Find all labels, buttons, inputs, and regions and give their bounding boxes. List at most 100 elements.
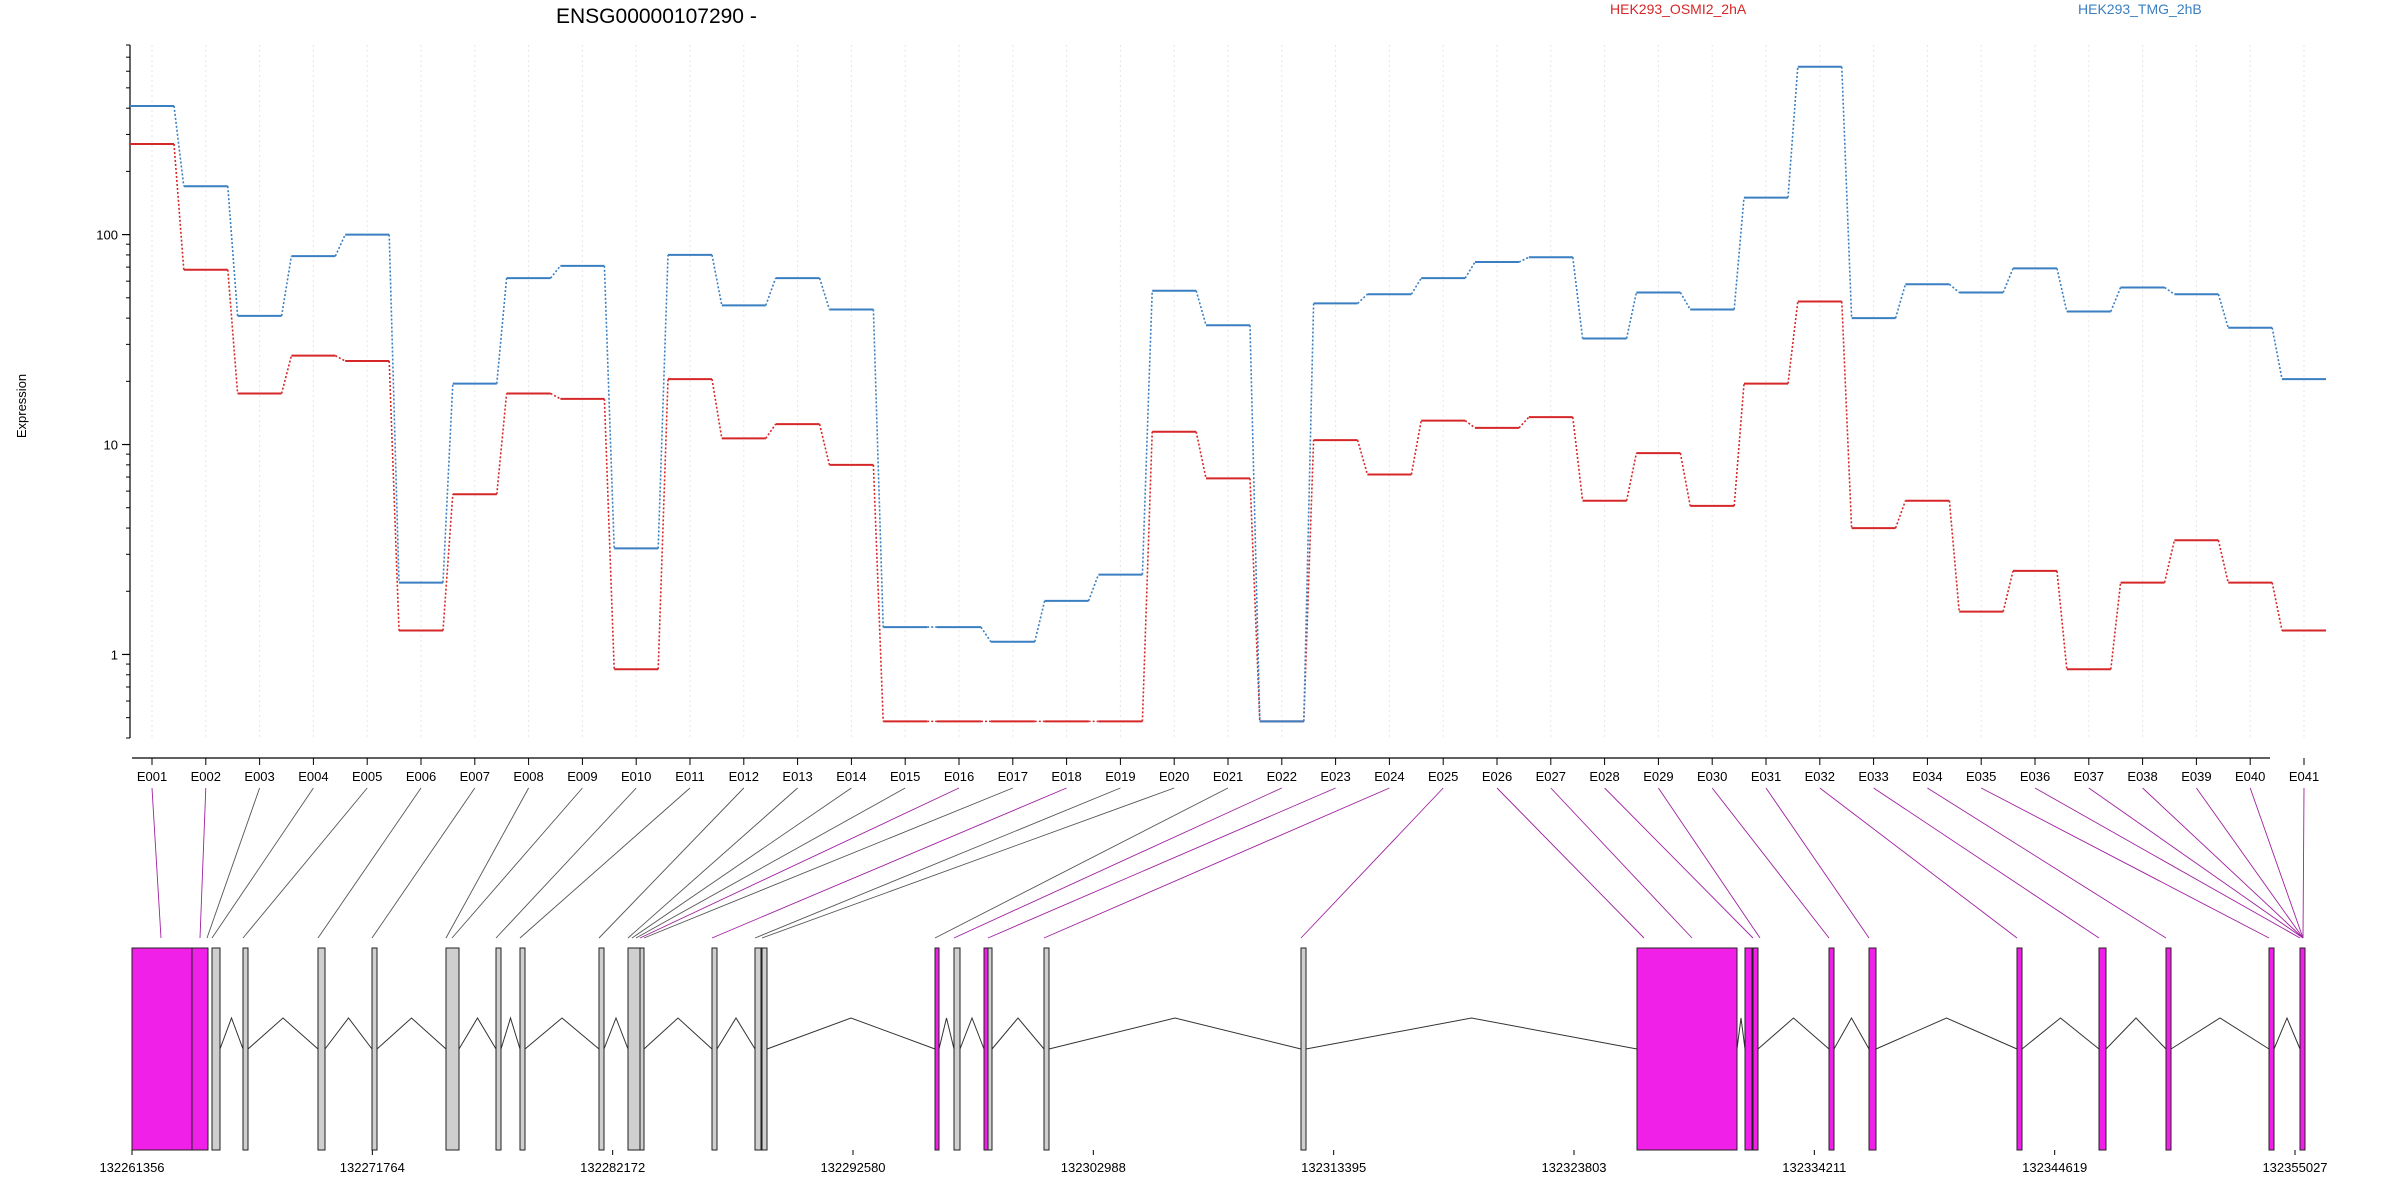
exon-link-E037 [2088,787,2304,939]
x-tick-label: E027 [1536,769,1566,784]
series-connector [1410,420,1422,475]
x-tick-label: E003 [244,769,274,784]
exon-block [191,947,209,1151]
exon-block [445,947,460,1151]
series-connector [1948,283,1960,294]
x-tick-label: E038 [2127,769,2157,784]
series-connector [980,626,992,643]
x-tick-label: E034 [1912,769,1942,784]
x-tick-label: E036 [2020,769,2050,784]
x-tick-label: E041 [2289,769,2319,784]
exon-block [987,947,993,1151]
x-tick-label: E032 [1805,769,1835,784]
exon-block [639,947,645,1151]
intron-line [1736,1017,1746,1050]
series-connector [1625,452,1638,501]
intron-line [2273,1016,2301,1050]
series-connector [1195,431,1207,479]
exon-block [711,947,718,1151]
x-tick-label: E031 [1751,769,1781,784]
series-connector [818,423,831,466]
exon-block [2165,947,2172,1151]
exon-link-E007 [371,787,476,939]
exon-block [953,947,961,1151]
series-connector [2056,570,2068,670]
exon-link-E034 [1927,787,2167,939]
exon-block [2098,947,2107,1151]
exon-link-E017 [643,787,1013,939]
exon-link-E027 [1550,787,1693,939]
series-connector [1141,431,1153,722]
intron-line [524,1017,600,1050]
series-connector [1841,301,1853,529]
intron-line [219,1016,244,1050]
x-tick-label: E019 [1105,769,1135,784]
series-connector [765,277,777,306]
series-connector [1410,277,1422,295]
x-tick-label: E018 [1051,769,1081,784]
x-tick-label: E028 [1589,769,1619,784]
exon-link-E021 [934,787,1229,939]
exon-block [627,947,641,1151]
exon-block [131,947,193,1151]
genomic-tick-label: 132282172 [580,1160,645,1175]
intron-line [247,1017,319,1050]
series-connector [1518,256,1530,263]
x-tick-label: E007 [460,769,490,784]
exon-block [598,947,605,1151]
x-tick-label: E040 [2235,769,2265,784]
series-connector [765,423,777,439]
series-connector [173,143,185,270]
x-tick-label: E011 [675,769,704,784]
exon-link-E035 [1980,787,2270,939]
series-connector [550,392,561,400]
chart-title: ENSG00000107290 - [556,5,757,28]
series-connector [1733,383,1745,506]
exon-link-E006 [317,787,422,939]
exon-link-E003 [206,787,261,939]
exon-link-E009 [451,787,583,939]
series-lines [130,65,2326,723]
grid [151,45,2305,738]
exon-block [1636,947,1738,1151]
exon-link-E019 [754,787,1121,939]
series-connector [1249,478,1261,722]
y-tick-label: 1 [111,647,118,662]
series-connector [1464,261,1476,279]
intron-line [643,1017,713,1050]
series-connector [1572,417,1584,501]
x-tick-label: E013 [782,769,812,784]
x-tick-label: E004 [298,769,328,784]
genomic-tick-label: 132355027 [2262,1160,2327,1175]
y-tick-label: 10 [104,438,118,453]
series-connector [496,278,508,384]
exon-block [519,947,526,1151]
series-connector [1195,290,1207,326]
series-connector [388,234,400,583]
series-connector [1356,439,1369,475]
genomic-tick-label: 132334211 [1782,1160,1846,1175]
exon-link-E033 [1873,787,2100,939]
axes: 1 10 100 E001 E002 E003 E004 E005 E006 E007 E008 E0… [96,44,2319,784]
series-connector [388,360,400,631]
genomic-tick-label: 132313395 [1301,1160,1366,1175]
exon-block [1752,947,1759,1151]
series-connector [442,383,454,583]
exon-block [1744,947,1753,1151]
exon-link-E015 [635,787,906,939]
exon-block [1043,947,1050,1151]
series-connector [657,379,669,670]
exon-link-E029 [1658,787,1761,939]
series-connector [1894,500,1907,529]
intron-line [991,1017,1045,1050]
exon-link-E022 [953,787,1282,939]
series-connector [1303,303,1315,722]
series-connector [657,254,669,549]
exon-block [2016,947,2023,1151]
exon-link-E030 [1711,787,1830,939]
series-connector [1894,284,1907,319]
exon-link-E028 [1604,787,1754,939]
x-tick-label: E026 [1482,769,1512,784]
exon-link-E026 [1496,787,1645,939]
exon-block [211,947,221,1151]
